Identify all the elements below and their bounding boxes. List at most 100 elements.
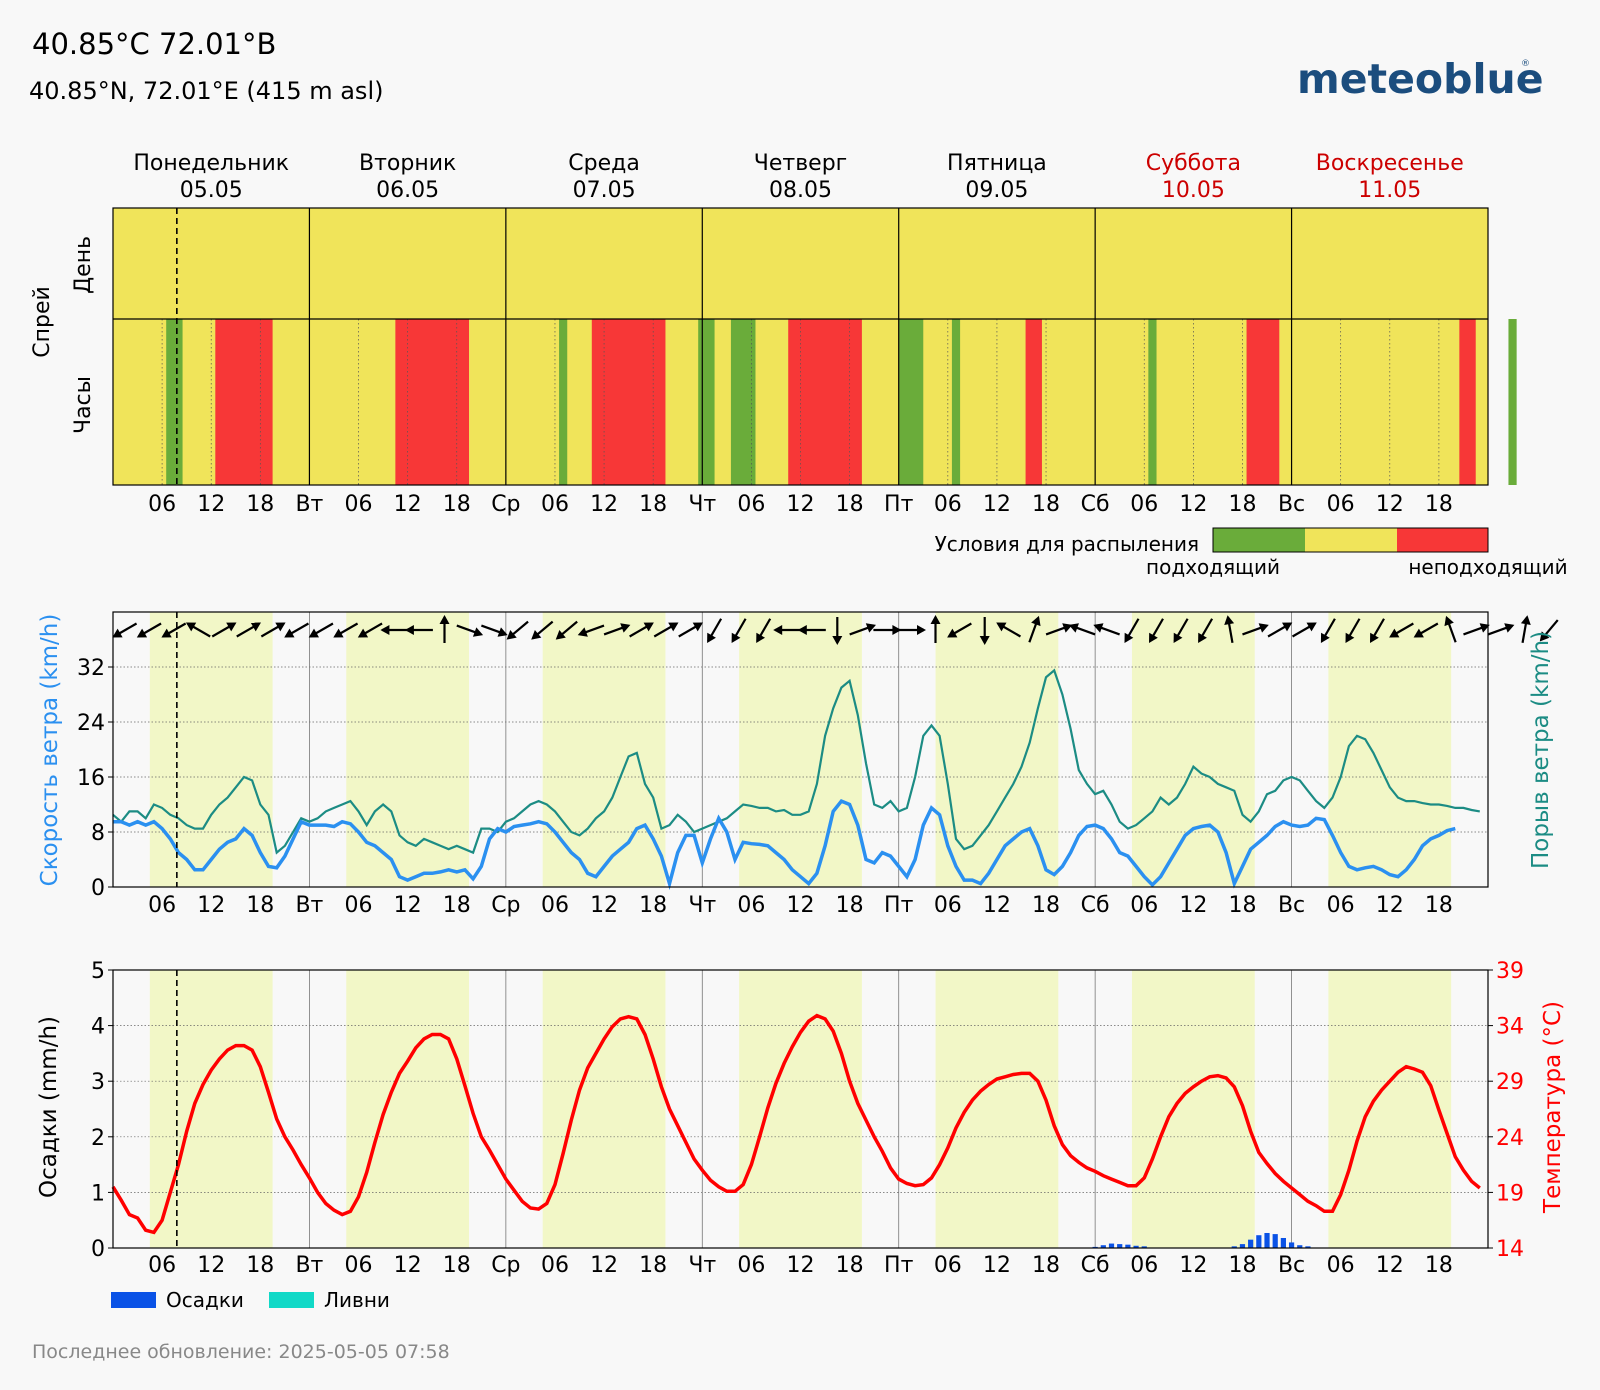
x-tick-day-label: Чт [688,893,716,918]
wind-direction-arrow [849,623,876,636]
spray-day-row-label: День [71,236,96,294]
x-tick-hour-label: 06 [1130,1253,1158,1278]
x-tick-day-label: Сб [1081,492,1110,517]
arrow-head [1173,632,1183,643]
precipitation-bar [1288,1242,1295,1248]
spray-legend-title: Условия для распыления [935,532,1199,556]
x-tick-hour-label: 12 [394,492,422,517]
x-tick-hour-label: 18 [836,492,864,517]
spray-hourly-segment-unsuitable [1246,319,1280,485]
x-tick-day-label: Вт [295,893,323,918]
spray-hourly-segment-suitable [1148,319,1157,485]
daylight-band [935,612,1059,887]
x-tick-day-label: Вт [295,492,323,517]
temperature-series-line [111,1013,1481,1235]
arrow-head [1504,623,1515,633]
day-header-date: 07.05 [573,178,636,203]
precipitation-bar [1117,1244,1123,1248]
arrow-head [1520,615,1531,625]
wind-direction-arrow [1389,622,1414,638]
day-header-date: 09.05 [965,178,1028,203]
wind-direction-arrow [1124,618,1140,643]
precipitation-bar [1231,1246,1237,1248]
spray-daily-cell [113,208,310,319]
x-tick-hour-label: 06 [148,1253,176,1278]
arrow-head [1444,615,1454,627]
wind-direction-arrow [211,622,237,638]
arrow-head [1124,632,1134,643]
wind-direction-arrow [1173,618,1189,643]
x-tick-day-label: Чт [688,1253,716,1278]
wind-direction-arrow [577,624,605,637]
precipitation-bar [1108,1243,1115,1248]
arrow-head [1370,632,1379,643]
x-tick-day-label: Пт [884,893,914,918]
precipitation-bar [1100,1245,1106,1248]
arrow-head [1093,623,1104,633]
x-tick-hour-label: 06 [345,1253,373,1278]
y2-tick-label: 39 [1496,959,1524,984]
arrow-head [1389,628,1400,638]
x-tick-day-label: Вс [1278,1253,1305,1278]
x-tick-hour-label: 06 [737,1253,765,1278]
x-tick-hour-label: 06 [541,492,569,517]
y-tick-label: 0 [91,876,105,901]
x-tick-hour-label: 06 [1130,893,1158,918]
wind-direction-arrow [481,624,508,637]
spray-daily-cell [309,208,506,319]
wind-direction-arrow [333,622,359,638]
wind-direction-arrow [603,623,631,636]
wind-direction-arrow [1198,618,1214,643]
precipitation-bar [1272,1234,1278,1248]
y2-tick-label: 34 [1496,1015,1524,1040]
arrow-head [185,622,197,632]
y-tick-label: 16 [77,766,105,791]
arrow-head [1320,632,1330,643]
x-tick-day-label: Ср [491,893,520,918]
x-tick-hour-label: 12 [787,893,815,918]
wind-frame [112,611,1489,888]
arrow-head [555,630,566,640]
x-tick-hour-label: 18 [1228,492,1256,517]
x-tick-day-label: Сб [1081,893,1110,918]
x-tick-hour-label: 06 [737,893,765,918]
x-tick-hour-label: 06 [1327,1253,1355,1278]
arrow-head [136,628,148,638]
arrow-head [112,628,123,638]
wind-direction-arrow [1028,615,1041,643]
spray-hourly-segment-suitable [559,319,568,485]
x-tick-hour-label: 18 [246,492,274,517]
x-tick-hour-label: 18 [639,492,667,517]
x-tick-hour-label: 18 [443,1253,471,1278]
arrow-head [284,628,295,638]
x-tick-day-label: Сб [1081,1253,1110,1278]
spray-frame [112,207,1489,486]
legend-label-precipitation: Осадки [166,1288,244,1312]
wind-direction-arrow [380,625,409,635]
x-tick-hour-label: 18 [836,893,864,918]
arrow-head [1306,622,1317,632]
arrow-head [756,632,766,643]
wind-direction-arrow [898,625,926,635]
spray-hourly-segment-suitable [951,319,961,485]
precipitation-bar [1280,1237,1286,1248]
x-tick-hour-label: 18 [639,1253,667,1278]
arrow-head [892,625,902,635]
spray-hourly-segment-suitable [730,319,756,485]
x-tick-hour-label: 06 [934,492,962,517]
day-header-date: 11.05 [1358,178,1421,203]
daylight-band [935,970,1059,1248]
x-tick-hour-label: 12 [1376,492,1404,517]
arrow-head [308,628,320,638]
arrow-head [506,630,517,640]
wind-direction-arrow [161,622,187,638]
daylight-band [542,612,666,887]
arrow-head [404,625,414,635]
wind-direction-arrow [629,622,654,638]
x-tick-hour-label: 12 [197,1253,225,1278]
daylight-band [149,612,273,887]
arrow-head [1068,623,1079,633]
arrow-head [1031,615,1041,627]
legend-swatch-unsuitable [1397,528,1488,552]
legend-swatch-precipitation [111,1292,156,1308]
